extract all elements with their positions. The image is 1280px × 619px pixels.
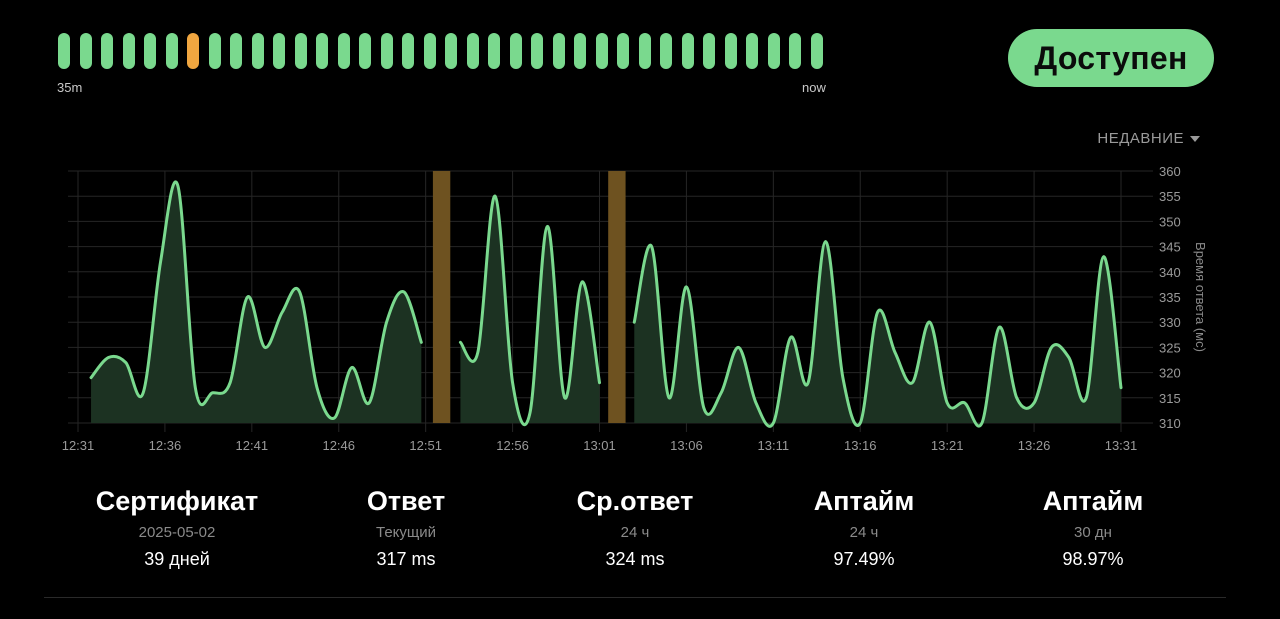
series-line bbox=[89, 180, 423, 420]
stat-subtitle: 24 ч bbox=[620, 524, 650, 541]
stat-value: 324 ms bbox=[605, 549, 665, 569]
y-tick-label: 360 bbox=[1159, 164, 1181, 179]
heartbeat-up[interactable] bbox=[122, 33, 135, 69]
stat-value: 97.49% bbox=[833, 549, 895, 569]
series-area bbox=[634, 241, 1121, 427]
y-tick-label: 355 bbox=[1159, 189, 1181, 204]
x-tick-label: 13:16 bbox=[844, 438, 877, 453]
stat-value: 98.97% bbox=[1062, 549, 1124, 569]
heartbeat-up[interactable] bbox=[660, 33, 672, 69]
x-tick-label: 13:06 bbox=[670, 438, 703, 453]
heartbeat-up[interactable] bbox=[101, 33, 113, 69]
x-tick-label: 12:41 bbox=[236, 438, 269, 453]
heartbeat-up[interactable] bbox=[789, 33, 801, 69]
heartbeat-up[interactable] bbox=[294, 33, 307, 69]
heartbeat-up[interactable] bbox=[380, 33, 393, 69]
x-tick-label: 13:11 bbox=[758, 438, 790, 453]
caret-down-icon bbox=[1190, 135, 1200, 142]
stat-title: Ответ bbox=[366, 486, 446, 516]
x-tick-label: 13:26 bbox=[1018, 438, 1051, 453]
y-tick-label: 315 bbox=[1159, 391, 1181, 406]
stat-subtitle: 2025-05-02 bbox=[138, 524, 216, 541]
heartbeat-up[interactable] bbox=[251, 33, 264, 69]
heartbeat-up[interactable] bbox=[208, 33, 221, 69]
stat-title: Аптайм bbox=[1042, 486, 1144, 516]
heartbeat-up[interactable] bbox=[810, 33, 823, 69]
heartbeat-up[interactable] bbox=[316, 33, 328, 69]
heartbeat-up[interactable] bbox=[58, 33, 70, 69]
stats-row: Сертификат 2025-05-02 39 дней Ответ Теку… bbox=[0, 486, 1280, 586]
series-line bbox=[458, 194, 601, 427]
heartbeat-up[interactable] bbox=[466, 33, 479, 69]
outage-band bbox=[608, 171, 626, 423]
y-tick-label: 320 bbox=[1159, 366, 1181, 381]
y-tick-label: 310 bbox=[1159, 416, 1181, 431]
heartbeat-up[interactable] bbox=[531, 33, 543, 69]
x-tick-label: 12:36 bbox=[149, 438, 182, 453]
y-tick-label: 350 bbox=[1159, 214, 1181, 229]
heartbeat-up[interactable] bbox=[746, 33, 758, 69]
heartbeat-end-label: now bbox=[802, 80, 826, 95]
series-area bbox=[460, 196, 600, 425]
heartbeat-up[interactable] bbox=[681, 33, 694, 69]
y-tick-label: 340 bbox=[1159, 265, 1181, 280]
heartbeat-warn[interactable] bbox=[187, 33, 199, 69]
period-dropdown[interactable]: НЕДАВНИЕ bbox=[1097, 130, 1200, 147]
x-tick-label: 13:21 bbox=[931, 438, 964, 453]
stat-certificate: Сертификат 2025-05-02 39 дней bbox=[67, 486, 287, 570]
outage-band bbox=[432, 171, 451, 423]
heartbeat-up[interactable] bbox=[144, 33, 156, 69]
stat-subtitle: 30 дн bbox=[1074, 524, 1112, 541]
stat-subtitle: 24 ч bbox=[849, 524, 879, 541]
heartbeat-up[interactable] bbox=[445, 33, 457, 69]
heartbeat-up[interactable] bbox=[488, 33, 500, 69]
response-time-chart: 310 315 320 325 330 335 340 345 350 355 360 12:31 12… bbox=[62, 164, 1208, 453]
y-axis-label: Время ответа (мс) bbox=[1193, 242, 1208, 352]
x-tick-label: 12:46 bbox=[322, 438, 355, 453]
y-tick-label: 335 bbox=[1159, 290, 1181, 305]
x-tick-label: 12:51 bbox=[409, 438, 442, 453]
stat-title: Сертификат bbox=[95, 486, 259, 516]
stat-uptime-24h: Аптайм 24 ч 97.49% bbox=[754, 486, 974, 570]
stat-avg-response: Ср.ответ 24 ч 324 ms bbox=[525, 486, 745, 570]
heartbeat-up[interactable] bbox=[273, 33, 285, 69]
y-tick-label: 330 bbox=[1159, 315, 1181, 330]
heartbeat-up[interactable] bbox=[595, 33, 608, 69]
y-tick-label: 345 bbox=[1159, 240, 1181, 255]
heartbeat-up[interactable] bbox=[638, 33, 651, 69]
heartbeat-up[interactable] bbox=[552, 33, 565, 69]
heartbeat-up[interactable] bbox=[509, 33, 522, 69]
stat-subtitle: Текущий bbox=[376, 524, 436, 541]
heartbeat-start-label: 35m bbox=[57, 80, 83, 95]
x-tick-label: 12:56 bbox=[496, 438, 529, 453]
heartbeat-up[interactable] bbox=[337, 33, 350, 69]
heartbeat-up[interactable] bbox=[767, 33, 780, 69]
heartbeat-up[interactable] bbox=[617, 33, 629, 69]
heartbeat-up[interactable] bbox=[724, 33, 737, 69]
stat-title: Аптайм bbox=[813, 486, 915, 516]
stat-uptime-30d: Аптайм 30 дн 98.97% bbox=[983, 486, 1203, 570]
heartbeat-up[interactable] bbox=[423, 33, 436, 69]
stat-value: 39 дней bbox=[144, 549, 210, 569]
stat-value: 317 ms bbox=[376, 549, 436, 569]
series-area bbox=[91, 181, 422, 423]
heartbeat-up[interactable] bbox=[165, 33, 178, 69]
y-tick-label: 325 bbox=[1159, 340, 1181, 355]
divider bbox=[44, 597, 1226, 598]
x-tick-label: 13:31 bbox=[1105, 438, 1138, 453]
heartbeat-up[interactable] bbox=[230, 33, 242, 69]
stat-title: Ср.ответ bbox=[576, 486, 694, 516]
heartbeat-up[interactable] bbox=[359, 33, 371, 69]
period-label: НЕДАВНИЕ bbox=[1097, 130, 1184, 147]
heartbeat-up[interactable] bbox=[79, 33, 92, 69]
heartbeat-up[interactable] bbox=[703, 33, 715, 69]
x-tick-label: 12:31 bbox=[62, 438, 95, 453]
series-line bbox=[632, 240, 1123, 428]
heartbeat-bar bbox=[58, 33, 823, 69]
x-tick-label: 13:01 bbox=[583, 438, 616, 453]
heartbeat-up[interactable] bbox=[402, 33, 414, 69]
stat-response: Ответ Текущий 317 ms bbox=[296, 486, 516, 570]
status-badge: Доступен bbox=[1008, 29, 1214, 87]
heartbeat-up[interactable] bbox=[574, 33, 586, 69]
